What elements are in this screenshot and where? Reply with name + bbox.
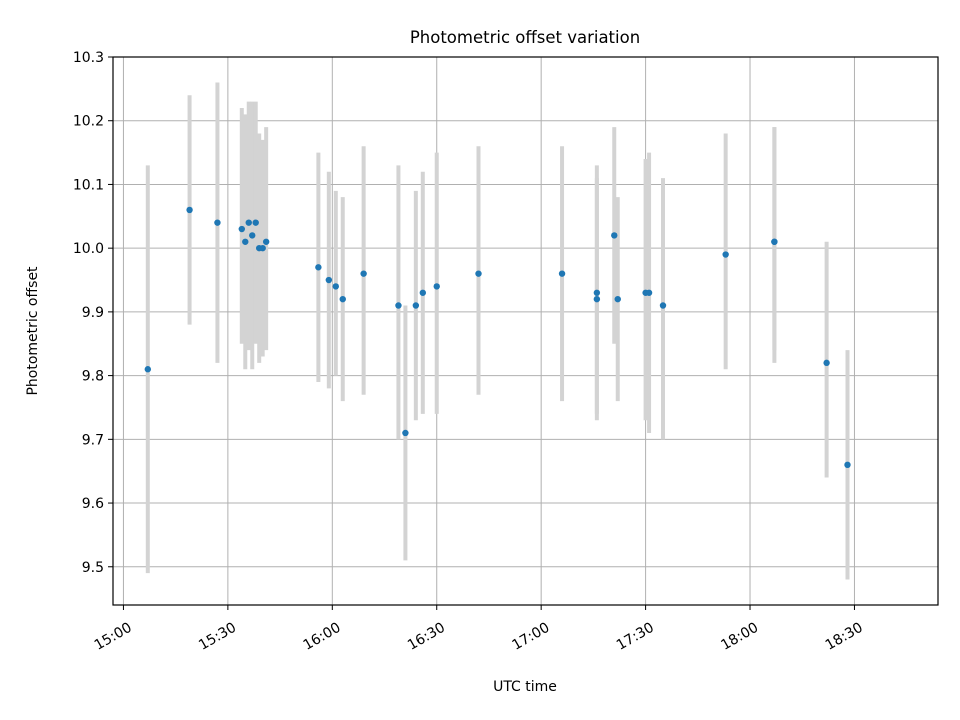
plot-frame [112, 56, 939, 606]
y-axis-label: Photometric offset [25, 266, 41, 396]
y-tick-label: 9.9 [82, 305, 104, 321]
data-point [558, 270, 566, 277]
data-point [214, 219, 221, 226]
data-point [645, 289, 653, 296]
y-tick-label: 10.1 [73, 177, 104, 193]
y-tick-label: 9.8 [82, 369, 104, 385]
data-point [259, 244, 266, 252]
grid-lines [113, 56, 938, 605]
chart-title: Photometric offset variation [410, 28, 640, 47]
y-tick-label: 10.2 [73, 114, 104, 130]
data-point [249, 232, 256, 239]
data-point [252, 219, 259, 226]
data-point [186, 206, 193, 214]
data-points [144, 206, 851, 469]
data-point [412, 302, 420, 309]
data-point [315, 264, 322, 271]
data-point [419, 289, 427, 296]
data-point [262, 238, 270, 245]
y-axis: 9.5 9.6 9.7 9.8 9.9 10.0 10.1 10.2 10.3 [73, 50, 113, 576]
data-point [339, 295, 346, 303]
data-point [771, 238, 778, 245]
data-point [722, 251, 729, 258]
y-tick-label: 10.3 [73, 50, 104, 66]
y-tick-label: 9.5 [82, 560, 104, 576]
data-point [402, 429, 409, 437]
x-axis-label: UTC time [493, 679, 557, 695]
data-point [823, 359, 830, 367]
data-point [433, 283, 440, 290]
data-point [242, 238, 249, 245]
y-tick-label: 10.0 [73, 241, 104, 257]
y-tick-label: 9.6 [82, 496, 104, 512]
data-point [611, 232, 618, 239]
data-point [593, 295, 601, 303]
data-point [593, 289, 601, 296]
data-point [844, 461, 851, 469]
data-point [360, 270, 367, 277]
data-point [325, 276, 333, 284]
data-point [395, 302, 402, 309]
data-point [332, 283, 339, 290]
data-point [245, 219, 252, 226]
data-point [475, 270, 482, 277]
y-tick-label: 9.7 [82, 432, 104, 448]
data-point [144, 366, 152, 373]
data-point [659, 302, 667, 309]
data-point [614, 295, 621, 303]
data-point [238, 225, 245, 233]
